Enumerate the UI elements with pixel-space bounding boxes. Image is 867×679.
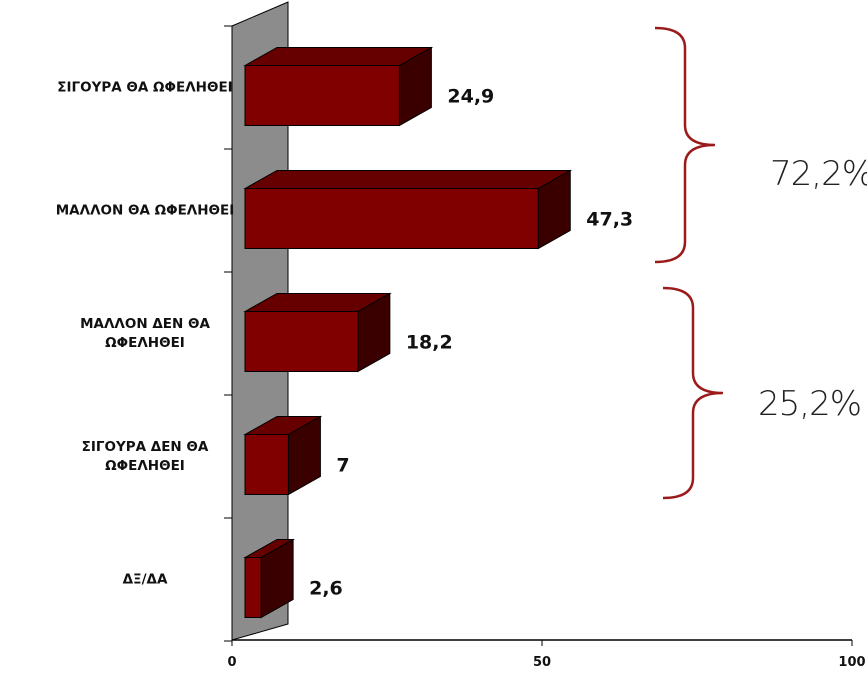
data-label: 18,2 <box>406 332 453 354</box>
group-annotations: 72,2% 25,2% <box>654 26 867 500</box>
group-percentage: 25,2% <box>758 384 861 424</box>
x-tick-label: 50 <box>533 655 551 670</box>
bar <box>244 311 359 372</box>
x-tick-label: 0 <box>227 655 236 670</box>
x-tick-label: 100 <box>838 655 865 670</box>
group-percentage: 72,2% <box>770 154 867 194</box>
data-label: 2,6 <box>309 578 343 600</box>
labels: 24,9 ΣΙΓΟΥΡΑ ΘΑ ΩΦΕΛΗΘΕΙ 47,3 ΜΑΛΛΟΝ ΘΑ ΩΦΕ… <box>56 80 633 600</box>
bar <box>244 434 289 495</box>
bar <box>244 188 539 249</box>
bar <box>244 557 262 618</box>
data-label: 47,3 <box>586 209 633 231</box>
category-label: ΣΙΓΟΥΡΑ ΘΑ ΩΦΕΛΗΘΕΙ <box>57 80 232 96</box>
data-label: 7 <box>336 455 349 477</box>
category-label: ΜΑΛΛΟΝ ΘΑ ΩΦΕΛΗΘΕΙ <box>56 203 235 219</box>
bar-top <box>243 170 573 189</box>
category-label: ΜΑΛΛΟΝ ΔΕΝ ΘΑ <box>80 316 210 332</box>
group-brace <box>654 26 716 264</box>
category-label: ΔΞ/ΔΑ <box>123 572 168 588</box>
category-label: ΣΙΓΟΥΡΑ ΔΕΝ ΘΑ <box>82 439 209 455</box>
group-brace <box>662 286 724 500</box>
data-label: 24,9 <box>447 86 494 108</box>
bar <box>244 65 400 126</box>
category-label: ΩΦΕΛΗΘΕΙ <box>105 458 185 474</box>
category-label: ΩΦΕΛΗΘΕΙ <box>105 335 185 351</box>
axes: 0 50 100 <box>224 25 866 670</box>
bars <box>243 46 573 619</box>
